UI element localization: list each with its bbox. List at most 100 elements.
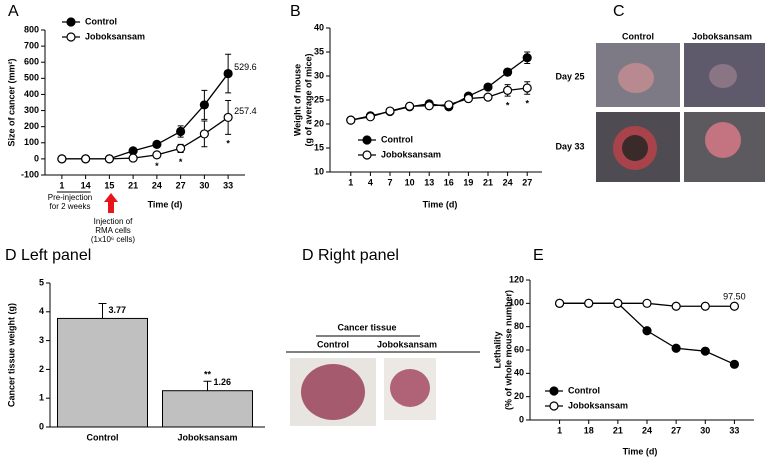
x-tick-label: 21 — [613, 425, 623, 435]
x-tick-label: 24 — [503, 177, 513, 187]
y-tick-label: 500 — [24, 73, 39, 83]
marker — [522, 53, 532, 63]
x-tick-label: 21 — [128, 180, 138, 190]
column-label: Control — [317, 339, 349, 349]
y-tick-label: 100 — [24, 137, 39, 147]
photo — [290, 358, 436, 426]
y-tick-label: 3 — [39, 335, 44, 345]
bar — [57, 317, 148, 428]
y-tick-label: 600 — [24, 57, 39, 67]
note: for 2 weeks — [50, 202, 91, 211]
x-tick-label: 10 — [405, 177, 415, 187]
marker — [365, 112, 375, 122]
panel-label: D Right panel — [302, 247, 399, 264]
marker — [503, 67, 513, 77]
marker — [424, 101, 434, 111]
value-label: 97.50 — [723, 292, 746, 302]
row-label: Day 25 — [555, 71, 584, 81]
marker — [199, 129, 209, 139]
x-axis-label: Time (d) — [148, 199, 183, 209]
y-tick-label: -100 — [21, 169, 39, 179]
x-tick-label: 27 — [176, 180, 186, 190]
x-tick-label: 27 — [671, 425, 681, 435]
note: (1x10⁶ cells) — [91, 235, 136, 244]
marker — [729, 301, 740, 311]
legend-label: Joboksansam — [85, 31, 145, 41]
marker — [584, 298, 594, 308]
y-tick-label: 200 — [24, 121, 39, 131]
y-tick-label: 0 — [519, 414, 524, 424]
y-tick-label: 20 — [314, 118, 324, 128]
significance: * — [179, 157, 183, 167]
legend-marker — [362, 135, 372, 145]
series-line — [61, 73, 229, 160]
marker — [483, 82, 493, 92]
panel-label: E — [533, 247, 544, 264]
marker — [176, 126, 186, 137]
significance: * — [226, 139, 230, 149]
marker — [128, 153, 138, 163]
note: Pre-injection — [48, 193, 92, 202]
legend-marker — [66, 17, 76, 27]
marker — [671, 343, 681, 353]
y-tick-label: 100 — [509, 298, 524, 308]
x-tick-label: 33 — [223, 180, 233, 190]
marker — [642, 298, 652, 308]
marker — [700, 301, 710, 311]
x-tick-label: 1 — [348, 177, 353, 187]
legend-label: Joboksansam — [381, 149, 441, 159]
marker — [199, 100, 209, 110]
marker — [346, 115, 356, 125]
y-tick-label: 35 — [314, 46, 324, 56]
marker — [152, 150, 162, 160]
value-label: 1.26 — [214, 377, 232, 387]
x-tick-label: Joboksansam — [177, 432, 237, 442]
panel-label: A — [8, 3, 19, 20]
y-axis-label: Cancer tissue weight (g) — [6, 303, 16, 407]
y-axis-label: (% of whole mouse number) — [503, 290, 513, 410]
x-axis-label: Time (d) — [423, 199, 458, 209]
significance: * — [525, 99, 529, 109]
y-tick-label: 15 — [314, 142, 324, 152]
bar — [162, 390, 253, 428]
panel-label: C — [613, 3, 625, 20]
value-label: 3.77 — [109, 305, 127, 315]
marker — [613, 298, 623, 308]
y-tick-label: 300 — [24, 105, 39, 115]
significance: * — [506, 101, 510, 111]
y-tick-label: 0 — [34, 153, 39, 163]
legend-marker — [66, 32, 76, 42]
marker — [554, 298, 565, 308]
heading: Cancer tissue — [337, 322, 396, 332]
y-axis-label: Size of cancer (mm²) — [6, 58, 16, 146]
legend-label: Control — [381, 134, 413, 144]
marker — [152, 139, 162, 149]
marker — [57, 154, 67, 164]
x-tick-label: 4 — [368, 177, 373, 187]
y-tick-label: 20 — [514, 391, 524, 401]
legend-label: Joboksansam — [568, 400, 628, 410]
x-tick-label: 30 — [199, 180, 209, 190]
legend-marker — [549, 401, 559, 411]
marker — [483, 92, 493, 102]
y-tick-label: 2 — [39, 364, 44, 374]
column-label: Control — [622, 31, 654, 41]
x-tick-label: 1 — [59, 180, 64, 190]
y-axis-label: (g of average of mice) — [303, 53, 313, 146]
marker — [176, 143, 186, 154]
error-bar — [203, 380, 212, 391]
marker — [463, 93, 473, 104]
column-label: Joboksansam — [377, 339, 437, 349]
y-tick-label: 30 — [314, 70, 324, 80]
value-label: 257.4 — [234, 106, 257, 116]
x-tick-label: 16 — [444, 177, 454, 187]
arrow — [104, 193, 118, 213]
marker — [642, 326, 652, 336]
marker — [729, 359, 740, 369]
legend-label: Control — [85, 16, 117, 26]
y-tick-label: 40 — [514, 368, 524, 378]
x-tick-label: 18 — [584, 425, 594, 435]
y-axis-label: Weight of mouse — [292, 64, 302, 136]
x-tick-label: 13 — [424, 177, 434, 187]
y-tick-label: 400 — [24, 89, 39, 99]
